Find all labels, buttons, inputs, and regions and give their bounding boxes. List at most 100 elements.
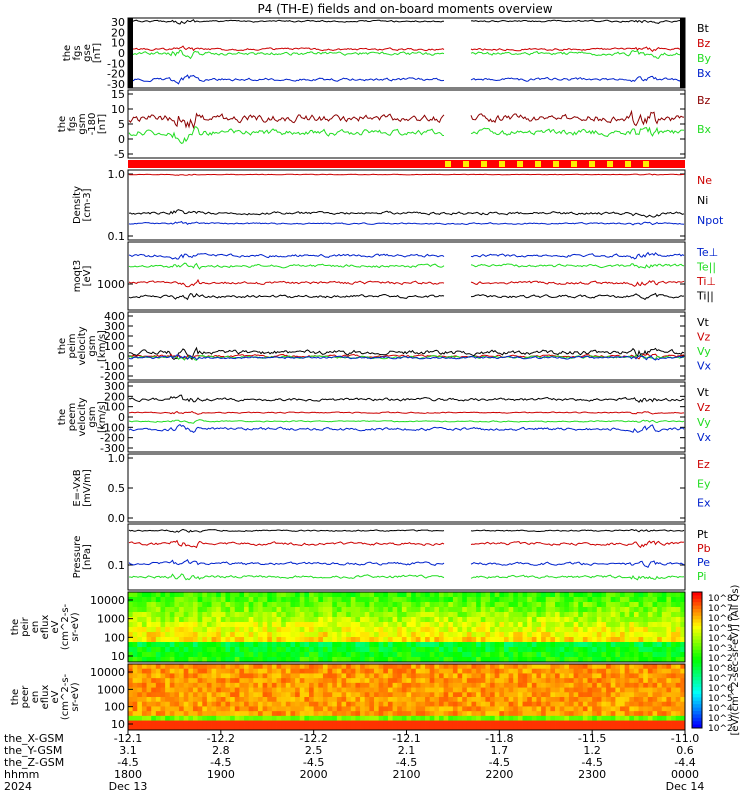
spectrogram-cell	[211, 673, 217, 679]
spectrogram-cell	[434, 673, 440, 679]
spectrogram-cell	[573, 617, 579, 623]
spectrogram-cell	[411, 602, 417, 608]
spectrogram-cell	[522, 647, 528, 653]
y-axis-label: peem	[67, 403, 78, 431]
spectrogram-cell	[462, 627, 468, 633]
spectrogram-cell	[666, 720, 672, 726]
spectrogram-cell	[346, 597, 352, 603]
spectrogram-cell	[360, 711, 366, 717]
y-tick-label: -100	[100, 421, 125, 434]
spectrogram-cell	[638, 664, 644, 670]
spectrogram-cell	[183, 592, 189, 598]
spectrogram-cell	[318, 711, 324, 717]
spectrogram-cell	[137, 725, 143, 731]
spectrogram-cell	[132, 720, 138, 726]
spectrogram-cell	[137, 706, 143, 712]
spectrogram-cell	[183, 720, 189, 726]
spectrogram-cell	[457, 701, 463, 707]
spectrogram-cell	[466, 642, 472, 648]
spectrogram-cell	[680, 711, 686, 717]
spectrogram-cell	[271, 592, 277, 598]
spectrogram-cell	[582, 706, 588, 712]
spectrogram-cell	[262, 715, 268, 721]
spectrogram-cell	[466, 637, 472, 643]
spectrogram-cell	[165, 657, 171, 663]
spectrogram-cell	[411, 682, 417, 688]
spectrogram-cell	[244, 637, 250, 643]
spectrogram-cell	[415, 607, 421, 613]
spectrogram-cell	[132, 652, 138, 658]
spectrogram-cell	[573, 627, 579, 633]
spectrogram-cell	[220, 617, 226, 623]
spectrogram-cell	[155, 657, 161, 663]
spectrogram-cell	[434, 652, 440, 658]
spectrogram-cell	[383, 678, 389, 684]
spectrogram-cell	[527, 592, 533, 598]
spectrogram-cell	[137, 664, 143, 670]
spectrogram-cell	[262, 612, 268, 618]
spectrogram-cell	[661, 597, 667, 603]
spectrogram-cell	[406, 597, 412, 603]
colorbar-swatch	[692, 724, 702, 729]
spectrogram-cell	[490, 715, 496, 721]
spectrogram-cell	[675, 637, 681, 643]
spectrogram-cell	[545, 711, 551, 717]
spectrogram-cell	[582, 627, 588, 633]
spectrogram-cell	[675, 715, 681, 721]
mode-bar-segment	[463, 161, 469, 167]
spectrogram-cell	[230, 622, 236, 628]
spectrogram-cell	[527, 720, 533, 726]
spectrogram-cell	[661, 711, 667, 717]
spectrogram-cell	[211, 597, 217, 603]
spectrogram-cell	[647, 657, 653, 663]
spectrogram-cell	[290, 617, 296, 623]
spectrogram-cell	[647, 592, 653, 598]
spectrogram-cell	[592, 668, 598, 674]
spectrogram-cell	[225, 632, 231, 638]
spectrogram-cell	[225, 682, 231, 688]
spectrogram-cell	[322, 637, 328, 643]
spectrogram-cell	[406, 612, 412, 618]
spectrogram-cell	[425, 720, 431, 726]
spectrogram-cell	[490, 664, 496, 670]
spectrogram-cell	[327, 627, 333, 633]
spectrogram-cell	[244, 720, 250, 726]
spectrogram-cell	[536, 682, 542, 688]
series-line-ti	[128, 278, 685, 288]
spectrogram-cell	[429, 701, 435, 707]
spectrogram-cell	[206, 687, 212, 693]
spectrogram-cell	[620, 617, 626, 623]
spectrogram-cell	[364, 668, 370, 674]
spectrogram-cell	[137, 622, 143, 628]
spectrogram-cell	[257, 627, 264, 633]
spectrogram-cell	[244, 612, 250, 618]
spectrogram-cell	[582, 622, 588, 628]
spectrogram-cell	[397, 678, 403, 684]
spectrogram-cell	[545, 725, 551, 731]
spectrogram-cell	[508, 687, 514, 693]
spectrogram-cell	[438, 617, 445, 623]
spectrogram-cell	[452, 697, 458, 703]
spectrogram-cell	[132, 668, 138, 674]
spectrogram-cell	[531, 678, 537, 684]
spectrogram-cell	[661, 657, 667, 663]
x-tick-label: 2.8	[212, 744, 230, 757]
spectrogram-cell	[559, 692, 565, 698]
spectrogram-cell	[216, 657, 222, 663]
spectrogram-cell	[206, 592, 212, 598]
spectrogram-cell	[401, 701, 407, 707]
spectrogram-cell	[541, 642, 547, 648]
spectrogram-cell	[661, 602, 667, 608]
spectrogram-cell	[360, 597, 366, 603]
spectrogram-cell	[299, 673, 305, 679]
spectrogram-cell	[192, 627, 199, 633]
spectrogram-cell	[434, 711, 440, 717]
spectrogram-cell	[680, 592, 686, 598]
spectrogram-cell	[206, 647, 212, 653]
spectrogram-cell	[234, 657, 240, 663]
spectrogram-cell	[578, 607, 584, 613]
spectrogram-cell	[151, 706, 157, 712]
spectrogram-cell	[262, 627, 268, 633]
spectrogram-cell	[267, 627, 273, 633]
